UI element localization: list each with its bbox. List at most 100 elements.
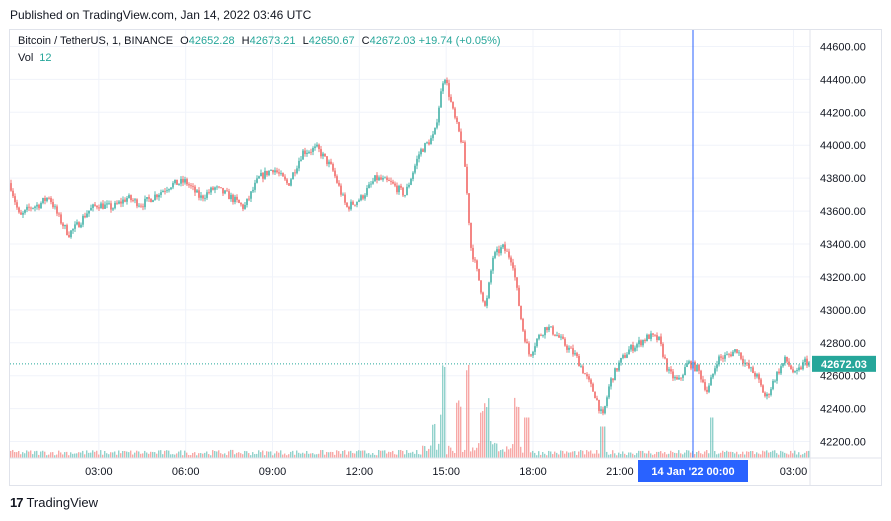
- volume-bar: [336, 450, 338, 458]
- candle-body: [460, 131, 462, 143]
- candle-body: [368, 184, 370, 189]
- candle-body: [674, 377, 676, 379]
- candle-body: [288, 183, 290, 186]
- candle-body: [124, 199, 126, 202]
- candle-body: [168, 189, 170, 191]
- volume-bar: [428, 448, 430, 458]
- candle-body: [408, 184, 410, 187]
- candle-body: [224, 190, 226, 194]
- candle-body: [564, 338, 566, 346]
- volume-bar: [256, 453, 258, 458]
- candle-body: [432, 134, 434, 139]
- candle-body: [114, 202, 116, 209]
- candle-body: [758, 374, 760, 380]
- candle-body: [274, 170, 276, 173]
- published-label: Published on TradingView.com, Jan 14, 20…: [10, 8, 312, 22]
- candle-body: [322, 153, 324, 157]
- volume-bar: [166, 450, 168, 458]
- candle-body: [246, 198, 248, 205]
- candle-body: [642, 339, 644, 346]
- candle-body: [732, 351, 734, 357]
- volume-bar: [620, 453, 622, 458]
- volume-bar: [606, 451, 608, 458]
- candle-body: [486, 298, 488, 306]
- candle-body: [358, 200, 360, 202]
- candle-body: [228, 191, 230, 200]
- tradingview-logo[interactable]: 17 TradingView: [10, 495, 98, 510]
- logo-text: TradingView: [26, 495, 99, 510]
- volume-bar: [646, 453, 648, 458]
- volume-bar: [556, 452, 558, 458]
- volume-bar: [708, 453, 710, 458]
- volume-bar: [28, 451, 30, 458]
- volume-bar: [382, 450, 384, 458]
- candle-body: [10, 183, 12, 191]
- volume-bar: [290, 451, 292, 458]
- candle-body: [648, 334, 650, 339]
- candle-body: [682, 375, 684, 378]
- volume-bar: [614, 453, 616, 458]
- volume-bar: [618, 452, 620, 458]
- candle-body: [624, 355, 626, 358]
- candle-body: [16, 202, 18, 208]
- volume-bar: [514, 397, 516, 458]
- candle-body: [248, 198, 250, 200]
- candle-body: [718, 356, 720, 365]
- candle-body: [252, 189, 254, 192]
- volume-bar: [324, 454, 326, 458]
- volume-bar: [16, 452, 18, 458]
- volume-bar: [148, 453, 150, 458]
- volume-bar: [526, 417, 528, 458]
- candle-body: [596, 398, 598, 400]
- volume-bar: [562, 450, 564, 458]
- candle-body: [768, 394, 770, 395]
- volume-bar: [684, 452, 686, 458]
- volume-bar: [144, 450, 146, 458]
- volume-bar: [786, 453, 788, 458]
- volume-bar: [560, 450, 562, 458]
- candle-body: [426, 142, 428, 144]
- volume-bar: [748, 451, 750, 458]
- candle-body: [348, 206, 350, 210]
- candle-body: [138, 205, 140, 207]
- volume-bar: [326, 451, 328, 458]
- volume-bar: [390, 452, 392, 458]
- candle-body: [604, 406, 606, 414]
- volume-bar: [640, 450, 642, 458]
- candle-body: [146, 197, 148, 199]
- volume-bar: [360, 450, 362, 458]
- candle-body: [422, 149, 424, 152]
- volume-bar: [362, 450, 364, 458]
- volume-bar: [694, 454, 696, 458]
- candle-body: [652, 333, 654, 335]
- volume-bar: [54, 455, 56, 458]
- volume-bar: [282, 454, 284, 458]
- volume-bar: [732, 451, 734, 458]
- candle-body: [446, 79, 448, 84]
- candle-body: [182, 178, 184, 183]
- volume-label: Vol: [18, 52, 34, 64]
- candle-body: [464, 142, 466, 167]
- candle-body: [558, 335, 560, 338]
- volume-bar: [370, 454, 372, 458]
- candle-body: [538, 334, 540, 339]
- volume-bar: [512, 444, 514, 458]
- candle-body: [356, 201, 358, 205]
- volume-bar: [108, 454, 110, 458]
- volume-bar: [82, 450, 84, 458]
- volume-bar: [206, 451, 208, 458]
- volume-bar: [516, 406, 518, 458]
- volume-bar: [414, 453, 416, 458]
- x-tick-label: 18:00: [519, 466, 547, 478]
- candle-body: [518, 287, 520, 306]
- volume-bar: [348, 451, 350, 458]
- candle-body: [462, 142, 464, 143]
- volume-bar: [412, 451, 414, 458]
- candle-body: [14, 196, 16, 203]
- volume-bar: [392, 450, 394, 458]
- candle-body: [214, 187, 216, 190]
- candle-body: [546, 327, 548, 331]
- candle-body: [100, 203, 102, 209]
- candle-body: [552, 326, 554, 335]
